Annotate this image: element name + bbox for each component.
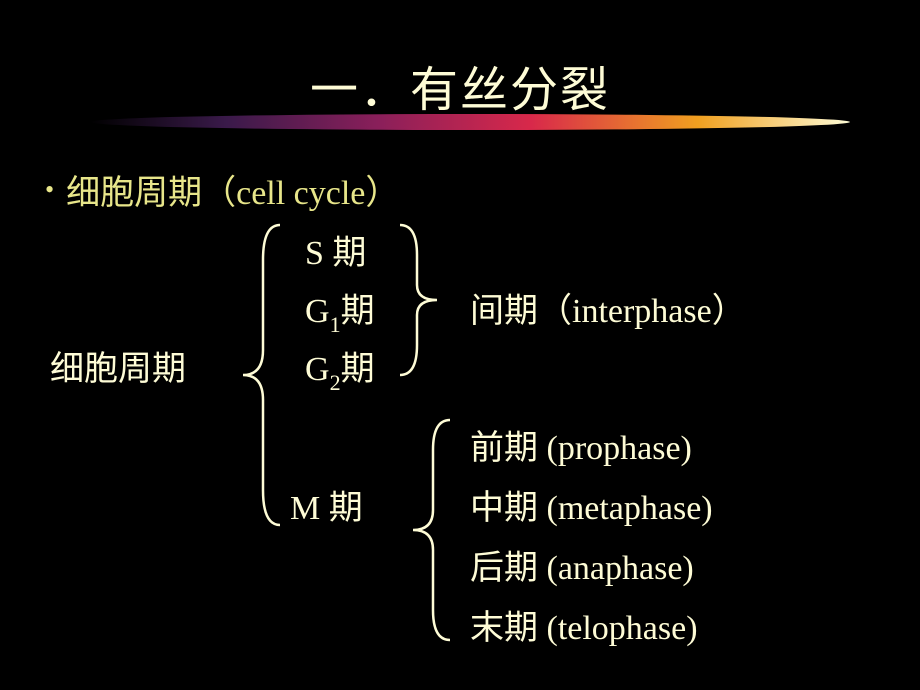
metaphase-row: 中期 (metaphase) xyxy=(470,480,713,529)
g2-sub: 2 xyxy=(330,370,341,395)
g1-phase-row: G1期 xyxy=(305,283,375,336)
slide-title: 一．有丝分裂 xyxy=(0,50,920,120)
interphase-en: （interphase） xyxy=(538,293,746,330)
anaphase-en: (anaphase) xyxy=(538,550,694,587)
g2-prefix: G xyxy=(305,351,330,388)
anaphase-row: 后期 (anaphase) xyxy=(470,540,694,589)
interphase-cn: 间期 xyxy=(470,293,538,330)
s-phase-label: S 期 xyxy=(305,235,366,272)
cell-cycle-left-text: 细胞周期 xyxy=(50,351,186,388)
s-phase-row: S 期 xyxy=(305,225,366,274)
title-underline-bar xyxy=(90,114,850,130)
prophase-cn: 前期 xyxy=(470,430,538,467)
g1-prefix: G xyxy=(305,293,330,330)
interphase-row: 间期（interphase） xyxy=(470,283,746,332)
m-phase-row: M 期 xyxy=(290,480,363,529)
bullet-text-cn: 细胞周期 xyxy=(66,165,202,214)
bracket-m-left xyxy=(405,415,455,645)
prophase-en: (prophase) xyxy=(538,430,692,467)
g1-suffix: 期 xyxy=(341,293,375,330)
telophase-cn: 末期 xyxy=(470,610,538,647)
m-phase-label: M 期 xyxy=(290,490,363,527)
metaphase-en: (metaphase) xyxy=(538,490,713,527)
g2-suffix: 期 xyxy=(341,351,375,388)
g1-sub: 1 xyxy=(330,312,341,337)
g2-phase-row: G2期 xyxy=(305,341,375,394)
metaphase-cn: 中期 xyxy=(470,490,538,527)
prophase-row: 前期 (prophase) xyxy=(470,420,692,469)
bracket-interphase-right xyxy=(395,220,445,385)
telophase-en: (telophase) xyxy=(538,610,698,647)
cell-cycle-left-label: 细胞周期 xyxy=(50,341,186,390)
anaphase-cn: 后期 xyxy=(470,550,538,587)
telophase-row: 末期 (telophase) xyxy=(470,600,698,649)
bracket-main-left xyxy=(235,220,285,530)
bullet-text-en: （cell cycle） xyxy=(202,165,399,214)
bullet-line: • 细胞周期 （cell cycle） xyxy=(45,165,399,214)
bullet-symbol: • xyxy=(45,175,54,205)
